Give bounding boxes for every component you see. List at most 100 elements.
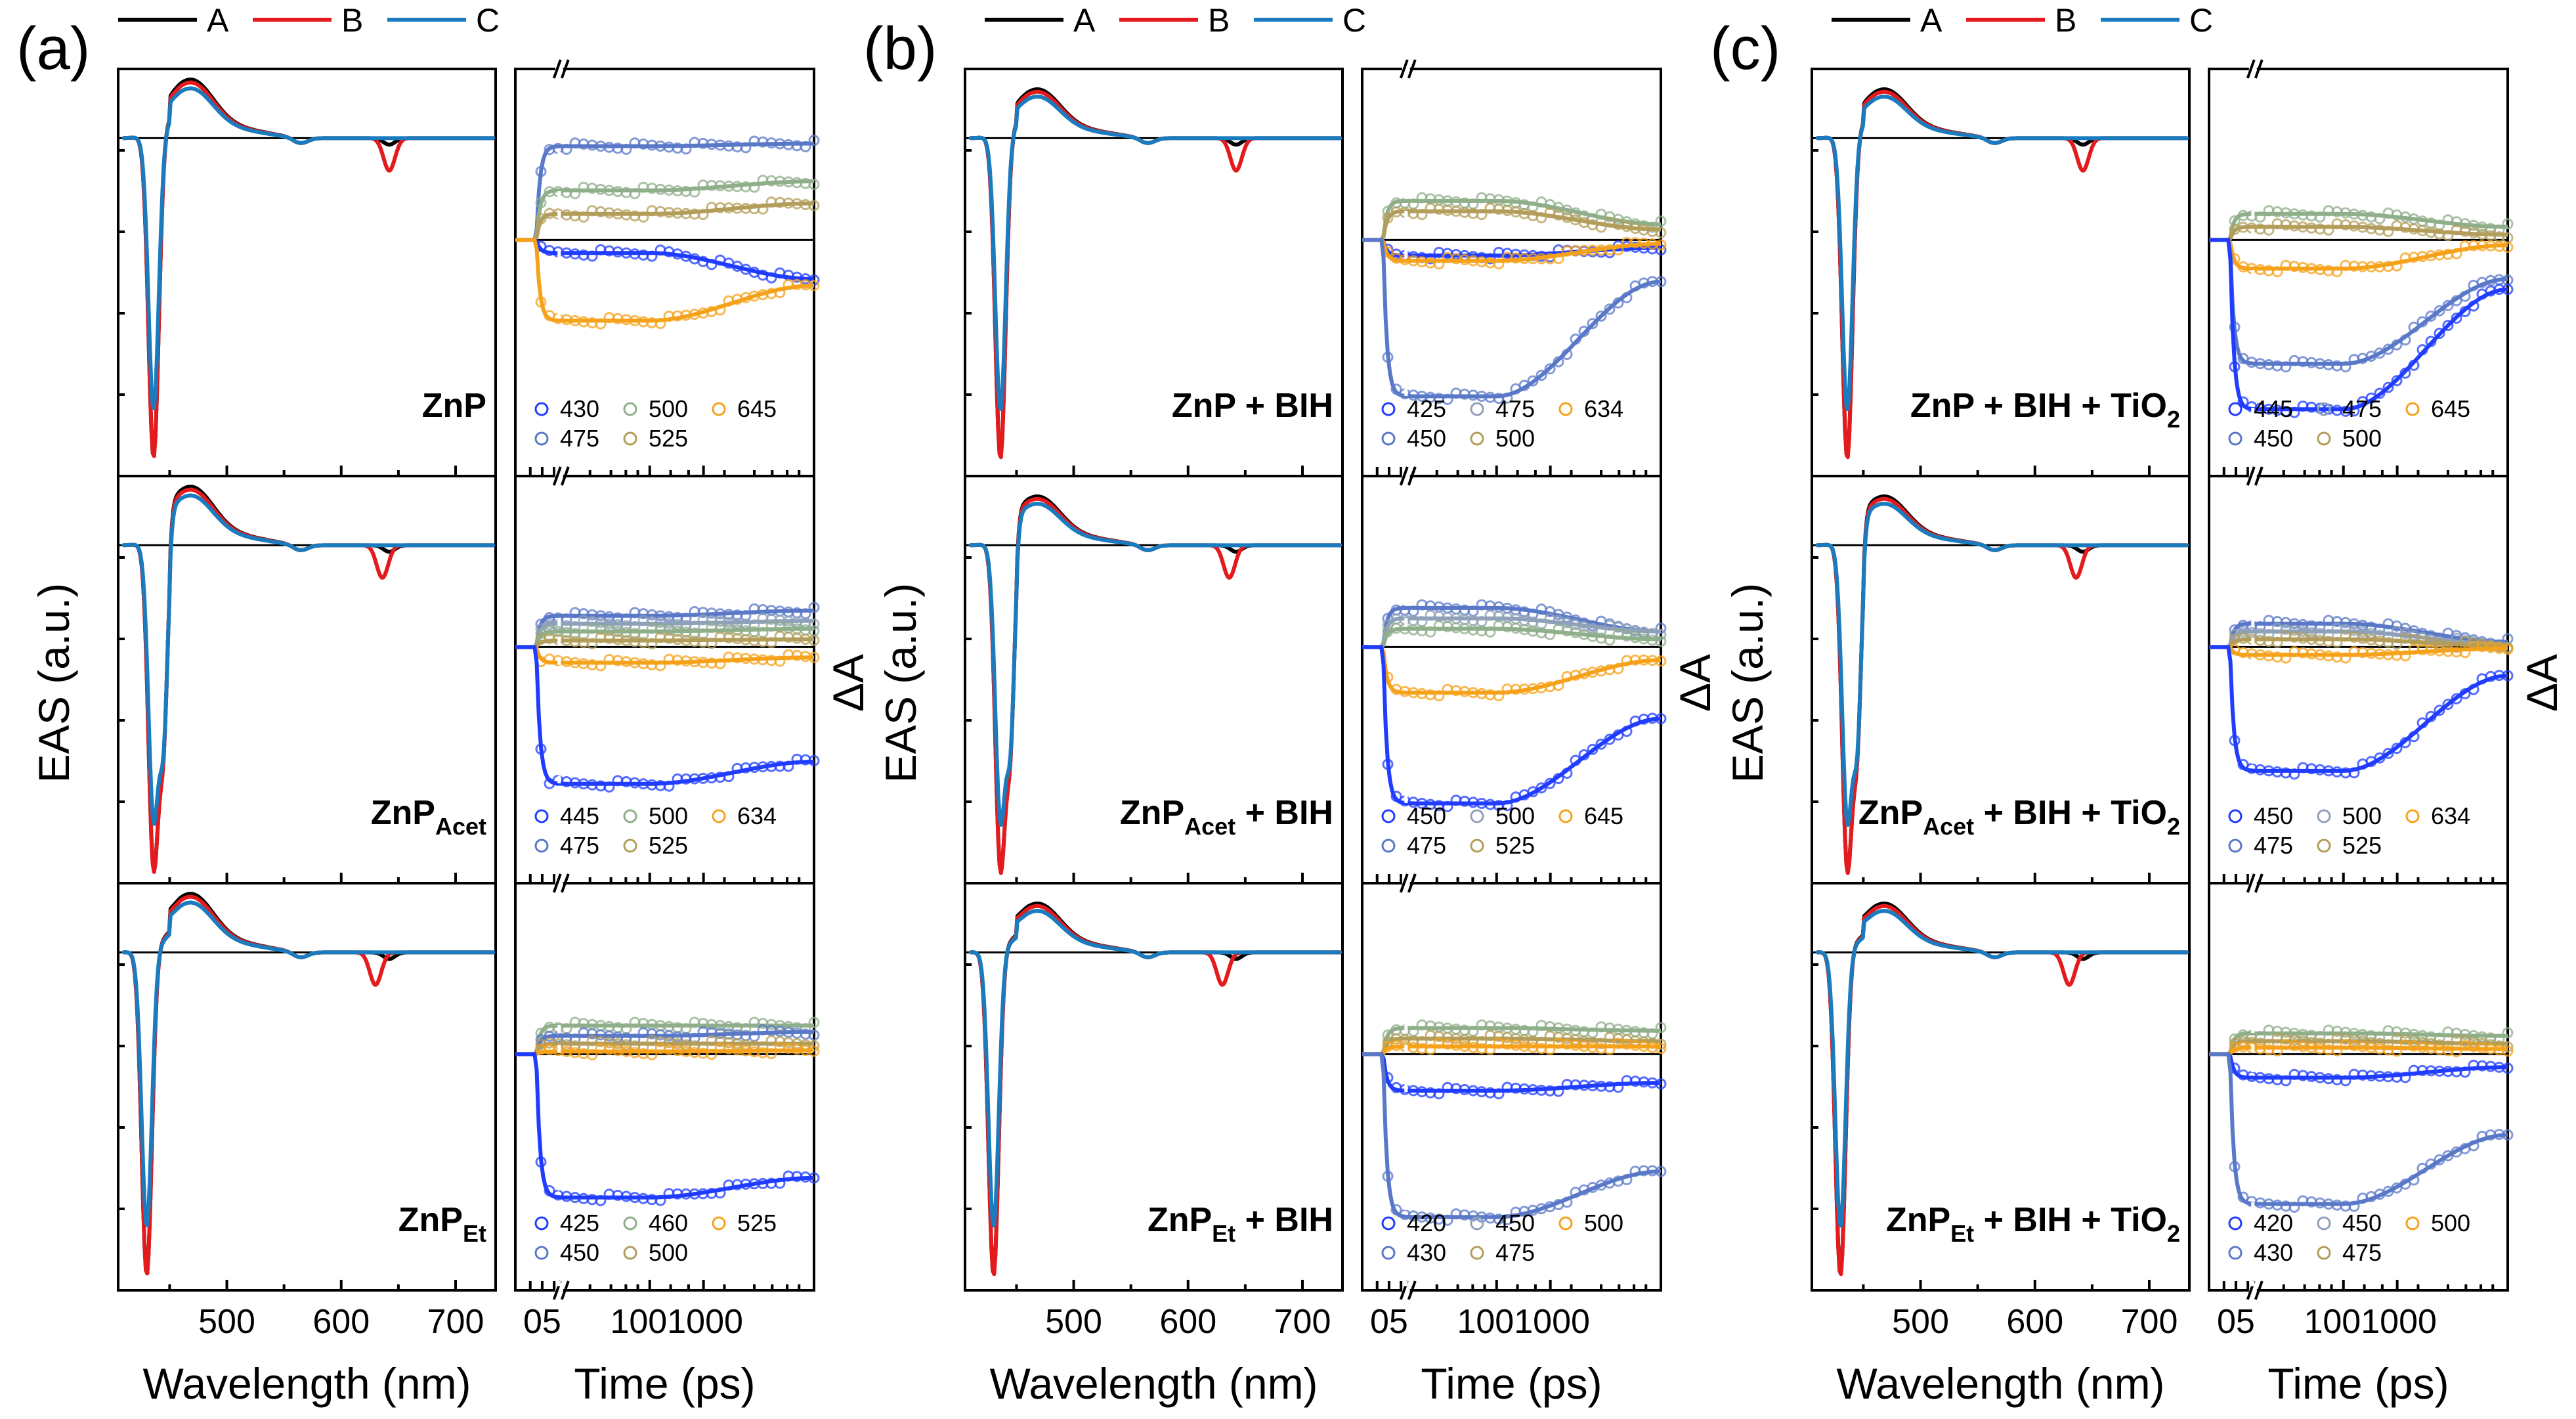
panel-label: (c) bbox=[1710, 15, 1780, 82]
probe-label: 450 bbox=[1407, 802, 1446, 829]
kin-fit-green bbox=[1362, 626, 1661, 649]
eas-tick-label: 700 bbox=[427, 1303, 484, 1341]
probe-label: 634 bbox=[737, 802, 777, 829]
eas-trace-C bbox=[1815, 909, 2189, 1228]
eas-trace-C bbox=[968, 95, 1342, 411]
kin-fit-green bbox=[515, 626, 814, 649]
kin-point bbox=[1535, 370, 1547, 382]
eas-xlabel: Wavelength (nm) bbox=[142, 1359, 471, 1408]
probe-marker bbox=[712, 1216, 726, 1231]
probe-marker bbox=[1470, 809, 1484, 823]
probe-label: 445 bbox=[2254, 395, 2293, 422]
kin-fit-gray bbox=[2209, 629, 2508, 649]
kin-point bbox=[2442, 699, 2454, 710]
legend-label-C: C bbox=[2189, 2, 2213, 39]
kin-fit-green bbox=[1362, 198, 1661, 242]
probe-label: 420 bbox=[1407, 1210, 1446, 1236]
kin-point bbox=[2434, 705, 2445, 716]
probe-marker bbox=[534, 431, 549, 446]
axis-break-mark bbox=[2246, 466, 2256, 486]
eas-ylabel: EAS (a.u.) bbox=[876, 583, 925, 783]
eas-tick-label: 600 bbox=[2006, 1303, 2063, 1341]
probe-label: 475 bbox=[2254, 832, 2293, 859]
probe-label: 475 bbox=[2342, 395, 2382, 422]
eas-ylabel: EAS (a.u.) bbox=[30, 583, 78, 783]
eas-tick-label: 700 bbox=[1274, 1303, 1331, 1341]
probe-label: 460 bbox=[649, 1210, 688, 1236]
axis-break-mark bbox=[552, 873, 562, 893]
probe-marker bbox=[2317, 431, 2331, 446]
sample-label: ZnP + BIH bbox=[1172, 387, 1333, 425]
panel-label: (a) bbox=[16, 15, 90, 82]
probe-marker bbox=[2405, 1216, 2420, 1231]
probe-marker bbox=[1558, 809, 1573, 823]
probe-marker bbox=[1381, 402, 1396, 416]
kin-fit-orange bbox=[1362, 1044, 1661, 1057]
kin-point bbox=[1604, 303, 1616, 315]
probe-marker bbox=[1381, 809, 1396, 823]
kin-fit-orange bbox=[2209, 238, 2508, 271]
legend-label-C: C bbox=[476, 2, 500, 39]
kin-xlabel: Time (ps) bbox=[2267, 1359, 2449, 1408]
probe-marker bbox=[2405, 809, 2420, 823]
probe-label: 525 bbox=[1495, 832, 1535, 859]
kin-point bbox=[2451, 313, 2462, 324]
kin-fit-olive bbox=[1362, 209, 1661, 242]
kin-point bbox=[1587, 318, 1599, 330]
kin-frame bbox=[1361, 882, 1662, 1292]
axis-break-mark bbox=[2254, 873, 2264, 893]
probe-label: 430 bbox=[2254, 1239, 2293, 1266]
kin-fit-blue bbox=[2209, 645, 2508, 773]
kin-fit-steel bbox=[515, 608, 815, 649]
probe-marker bbox=[1470, 402, 1484, 416]
probe-marker bbox=[2317, 809, 2331, 823]
probe-label: 645 bbox=[737, 395, 777, 422]
eas-tick-label: 500 bbox=[198, 1303, 255, 1341]
kin-fit-green bbox=[2209, 211, 2508, 242]
probe-marker bbox=[2405, 402, 2420, 416]
row-3: ZnPEt 425 460 525 450 500 bbox=[117, 873, 820, 1300]
row-2: ZnPAcet 445 500 634 475 525 bbox=[117, 466, 820, 893]
panel-label: (b) bbox=[863, 15, 937, 82]
kin-point bbox=[1655, 636, 1667, 647]
kin-fit-orange bbox=[1362, 238, 1661, 263]
probe-label: 500 bbox=[2431, 1210, 2470, 1236]
sample-label: ZnPAcet bbox=[371, 794, 486, 840]
probe-label: 475 bbox=[560, 425, 599, 452]
kin-fit-blue bbox=[2209, 1052, 2508, 1080]
eas-trace-C bbox=[1815, 95, 2189, 411]
probe-marker bbox=[2317, 839, 2331, 853]
kin-tick-label: 05 bbox=[2217, 1303, 2255, 1341]
axis-break-mark bbox=[2254, 1280, 2264, 1300]
axis-break-mark bbox=[1407, 466, 1417, 486]
sample-label: ZnPEt bbox=[398, 1201, 486, 1247]
eas-trace-C bbox=[121, 86, 496, 410]
probe-marker bbox=[2228, 809, 2243, 823]
kin-point bbox=[2374, 387, 2386, 399]
eas-trace-C bbox=[1815, 502, 2189, 827]
eas-tick-label: 700 bbox=[2121, 1303, 2178, 1341]
probe-label: 525 bbox=[2342, 832, 2382, 859]
eas-frame bbox=[964, 882, 1344, 1292]
kin-fit-steel bbox=[515, 141, 814, 242]
probe-label: 430 bbox=[560, 395, 599, 422]
row-1: ZnP + BIH 425 475 634 450 500 bbox=[964, 59, 1667, 486]
kin-ylabel: ΔA bbox=[824, 654, 872, 712]
kin-fit-olive bbox=[2209, 637, 2508, 649]
kin-fit-green bbox=[515, 179, 814, 242]
probe-marker bbox=[623, 431, 637, 446]
eas-frame bbox=[117, 882, 497, 1292]
panel-2: (b) A B C Wavelength (nm) Time (ps) EAS (a.u.)… bbox=[863, 2, 1719, 1408]
probe-marker bbox=[2228, 431, 2243, 446]
kin-fit-steel bbox=[1362, 605, 1661, 649]
axis-break-mark bbox=[552, 59, 562, 79]
probe-label: 525 bbox=[737, 1210, 777, 1236]
eas-tick-label: 500 bbox=[1892, 1303, 1949, 1341]
axis-break-mark bbox=[2254, 59, 2264, 79]
probe-marker bbox=[2228, 1216, 2243, 1231]
sample-label: ZnP + BIH + TiO2 bbox=[1910, 387, 2180, 433]
probe-marker bbox=[1381, 1216, 1396, 1231]
sample-label: ZnPAcet + BIH + TiO2 bbox=[1858, 794, 2180, 840]
kin-point bbox=[2391, 375, 2403, 387]
legend-label-B: B bbox=[341, 2, 363, 39]
